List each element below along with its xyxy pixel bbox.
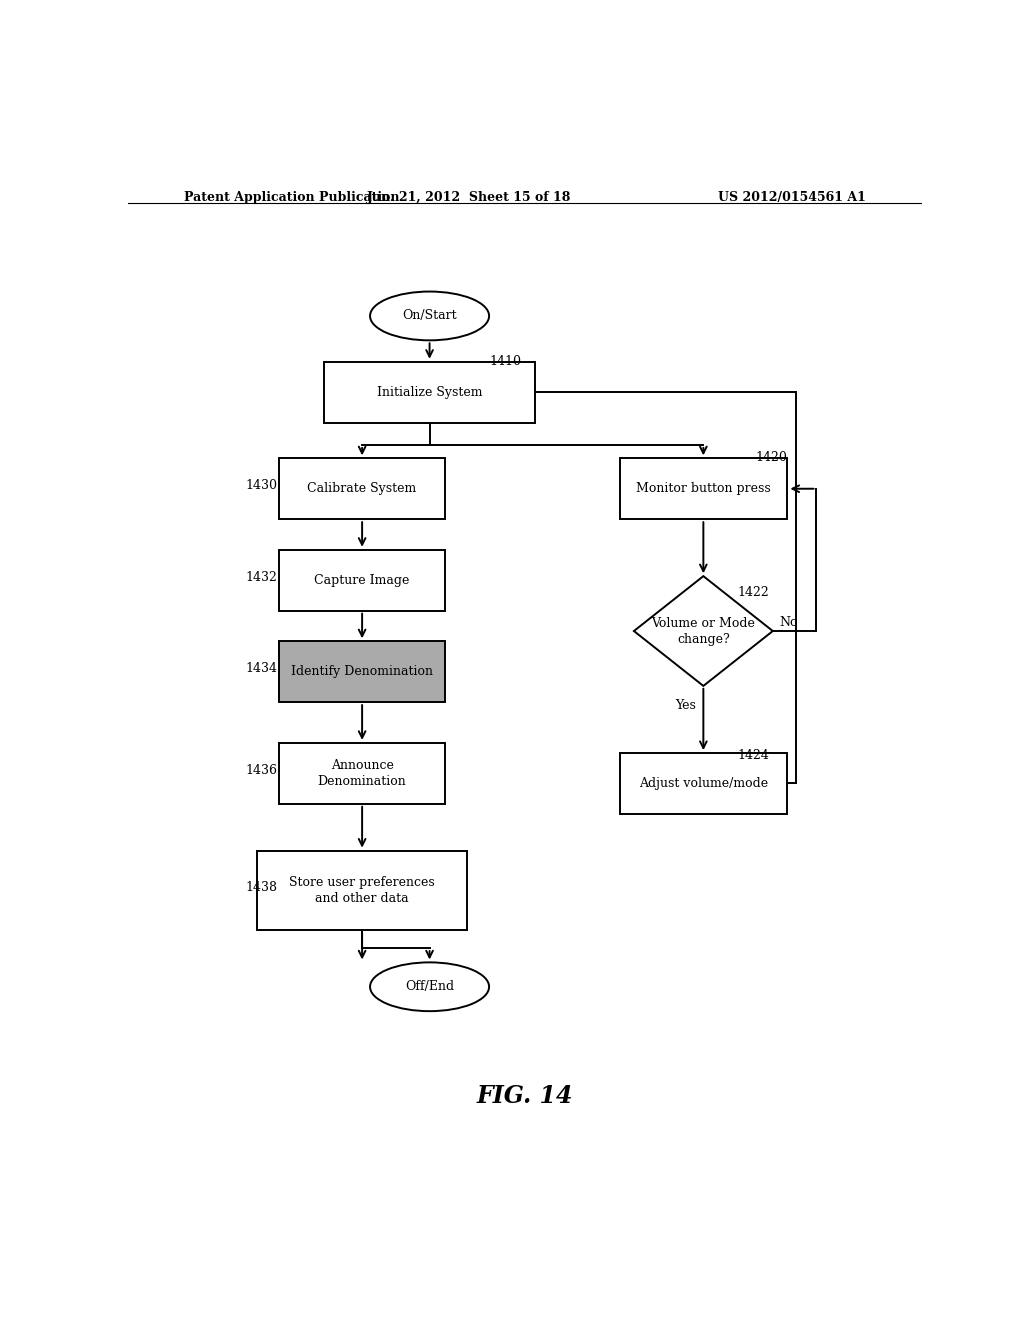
Text: Monitor button press: Monitor button press	[636, 482, 771, 495]
FancyBboxPatch shape	[620, 458, 786, 519]
FancyBboxPatch shape	[620, 752, 786, 814]
Text: Adjust volume/mode: Adjust volume/mode	[639, 777, 768, 789]
FancyBboxPatch shape	[279, 549, 445, 611]
Text: Jun. 21, 2012  Sheet 15 of 18: Jun. 21, 2012 Sheet 15 of 18	[367, 191, 571, 203]
Text: 1432: 1432	[246, 570, 278, 583]
Text: Calibrate System: Calibrate System	[307, 482, 417, 495]
Text: Announce
Denomination: Announce Denomination	[317, 759, 407, 788]
Ellipse shape	[370, 962, 489, 1011]
Polygon shape	[634, 576, 773, 686]
Text: 1410: 1410	[489, 355, 521, 368]
FancyBboxPatch shape	[279, 743, 445, 804]
Text: 1430: 1430	[246, 479, 278, 492]
Ellipse shape	[370, 292, 489, 341]
Text: Yes: Yes	[676, 700, 696, 711]
Text: Capture Image: Capture Image	[314, 574, 410, 586]
Text: Off/End: Off/End	[406, 981, 454, 993]
FancyBboxPatch shape	[279, 642, 445, 702]
Text: 1438: 1438	[246, 880, 278, 894]
Text: 1420: 1420	[755, 450, 786, 463]
Text: No: No	[779, 616, 798, 630]
Text: 1424: 1424	[737, 748, 769, 762]
FancyBboxPatch shape	[325, 362, 535, 422]
Text: 1422: 1422	[737, 586, 769, 599]
Text: 1436: 1436	[246, 764, 278, 776]
Text: US 2012/0154561 A1: US 2012/0154561 A1	[718, 191, 866, 203]
Text: On/Start: On/Start	[402, 309, 457, 322]
Text: FIG. 14: FIG. 14	[476, 1084, 573, 1107]
Text: Store user preferences
and other data: Store user preferences and other data	[289, 875, 435, 904]
Text: 1434: 1434	[246, 663, 278, 675]
Text: Initialize System: Initialize System	[377, 385, 482, 399]
FancyBboxPatch shape	[257, 850, 467, 929]
Text: Identify Denomination: Identify Denomination	[291, 665, 433, 678]
Text: Volume or Mode
change?: Volume or Mode change?	[651, 616, 756, 645]
FancyBboxPatch shape	[279, 458, 445, 519]
Text: Patent Application Publication: Patent Application Publication	[183, 191, 399, 203]
